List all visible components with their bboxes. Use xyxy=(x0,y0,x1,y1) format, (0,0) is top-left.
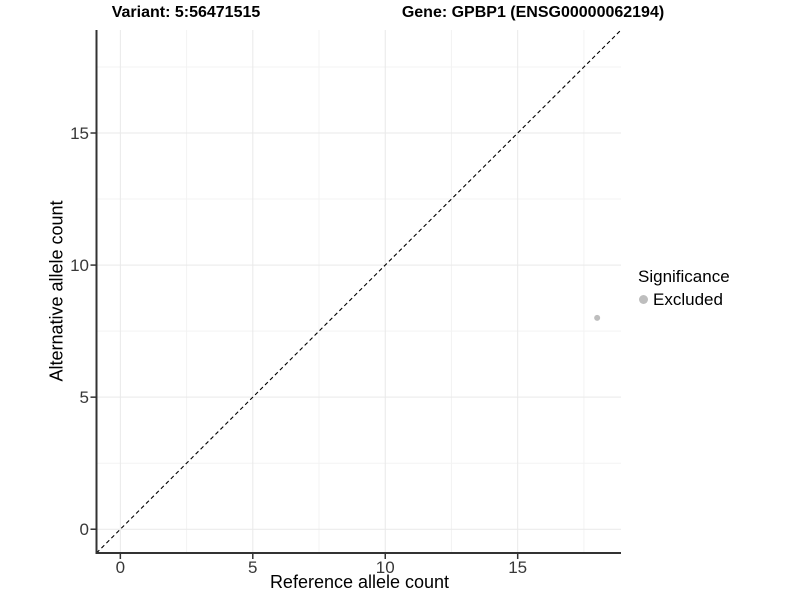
data-point xyxy=(594,314,601,321)
y-tick-label: 0 xyxy=(80,520,89,539)
y-tick-label: 15 xyxy=(70,124,89,143)
y-tick-label: 10 xyxy=(70,256,89,275)
x-tick-label: 0 xyxy=(116,558,125,577)
legend: Significance Excluded xyxy=(638,266,730,310)
gene-title: Gene: GPBP1 (ENSG00000062194) xyxy=(401,4,665,21)
y-axis-title: Alternative allele count xyxy=(46,200,67,382)
legend-entry-label: Excluded xyxy=(653,290,723,309)
x-axis-title: Reference allele count xyxy=(269,572,450,592)
legend-entry: Excluded xyxy=(638,289,730,310)
identity-line xyxy=(96,29,622,554)
x-tick-label: 15 xyxy=(508,558,527,577)
y-tick-label: 5 xyxy=(80,388,89,407)
legend-point-icon xyxy=(639,295,648,304)
x-tick-label: 10 xyxy=(376,558,395,577)
legend-title: Significance xyxy=(638,267,730,286)
x-tick-label: 5 xyxy=(248,558,257,577)
variant-title: Variant: 5:56471515 xyxy=(111,4,261,21)
